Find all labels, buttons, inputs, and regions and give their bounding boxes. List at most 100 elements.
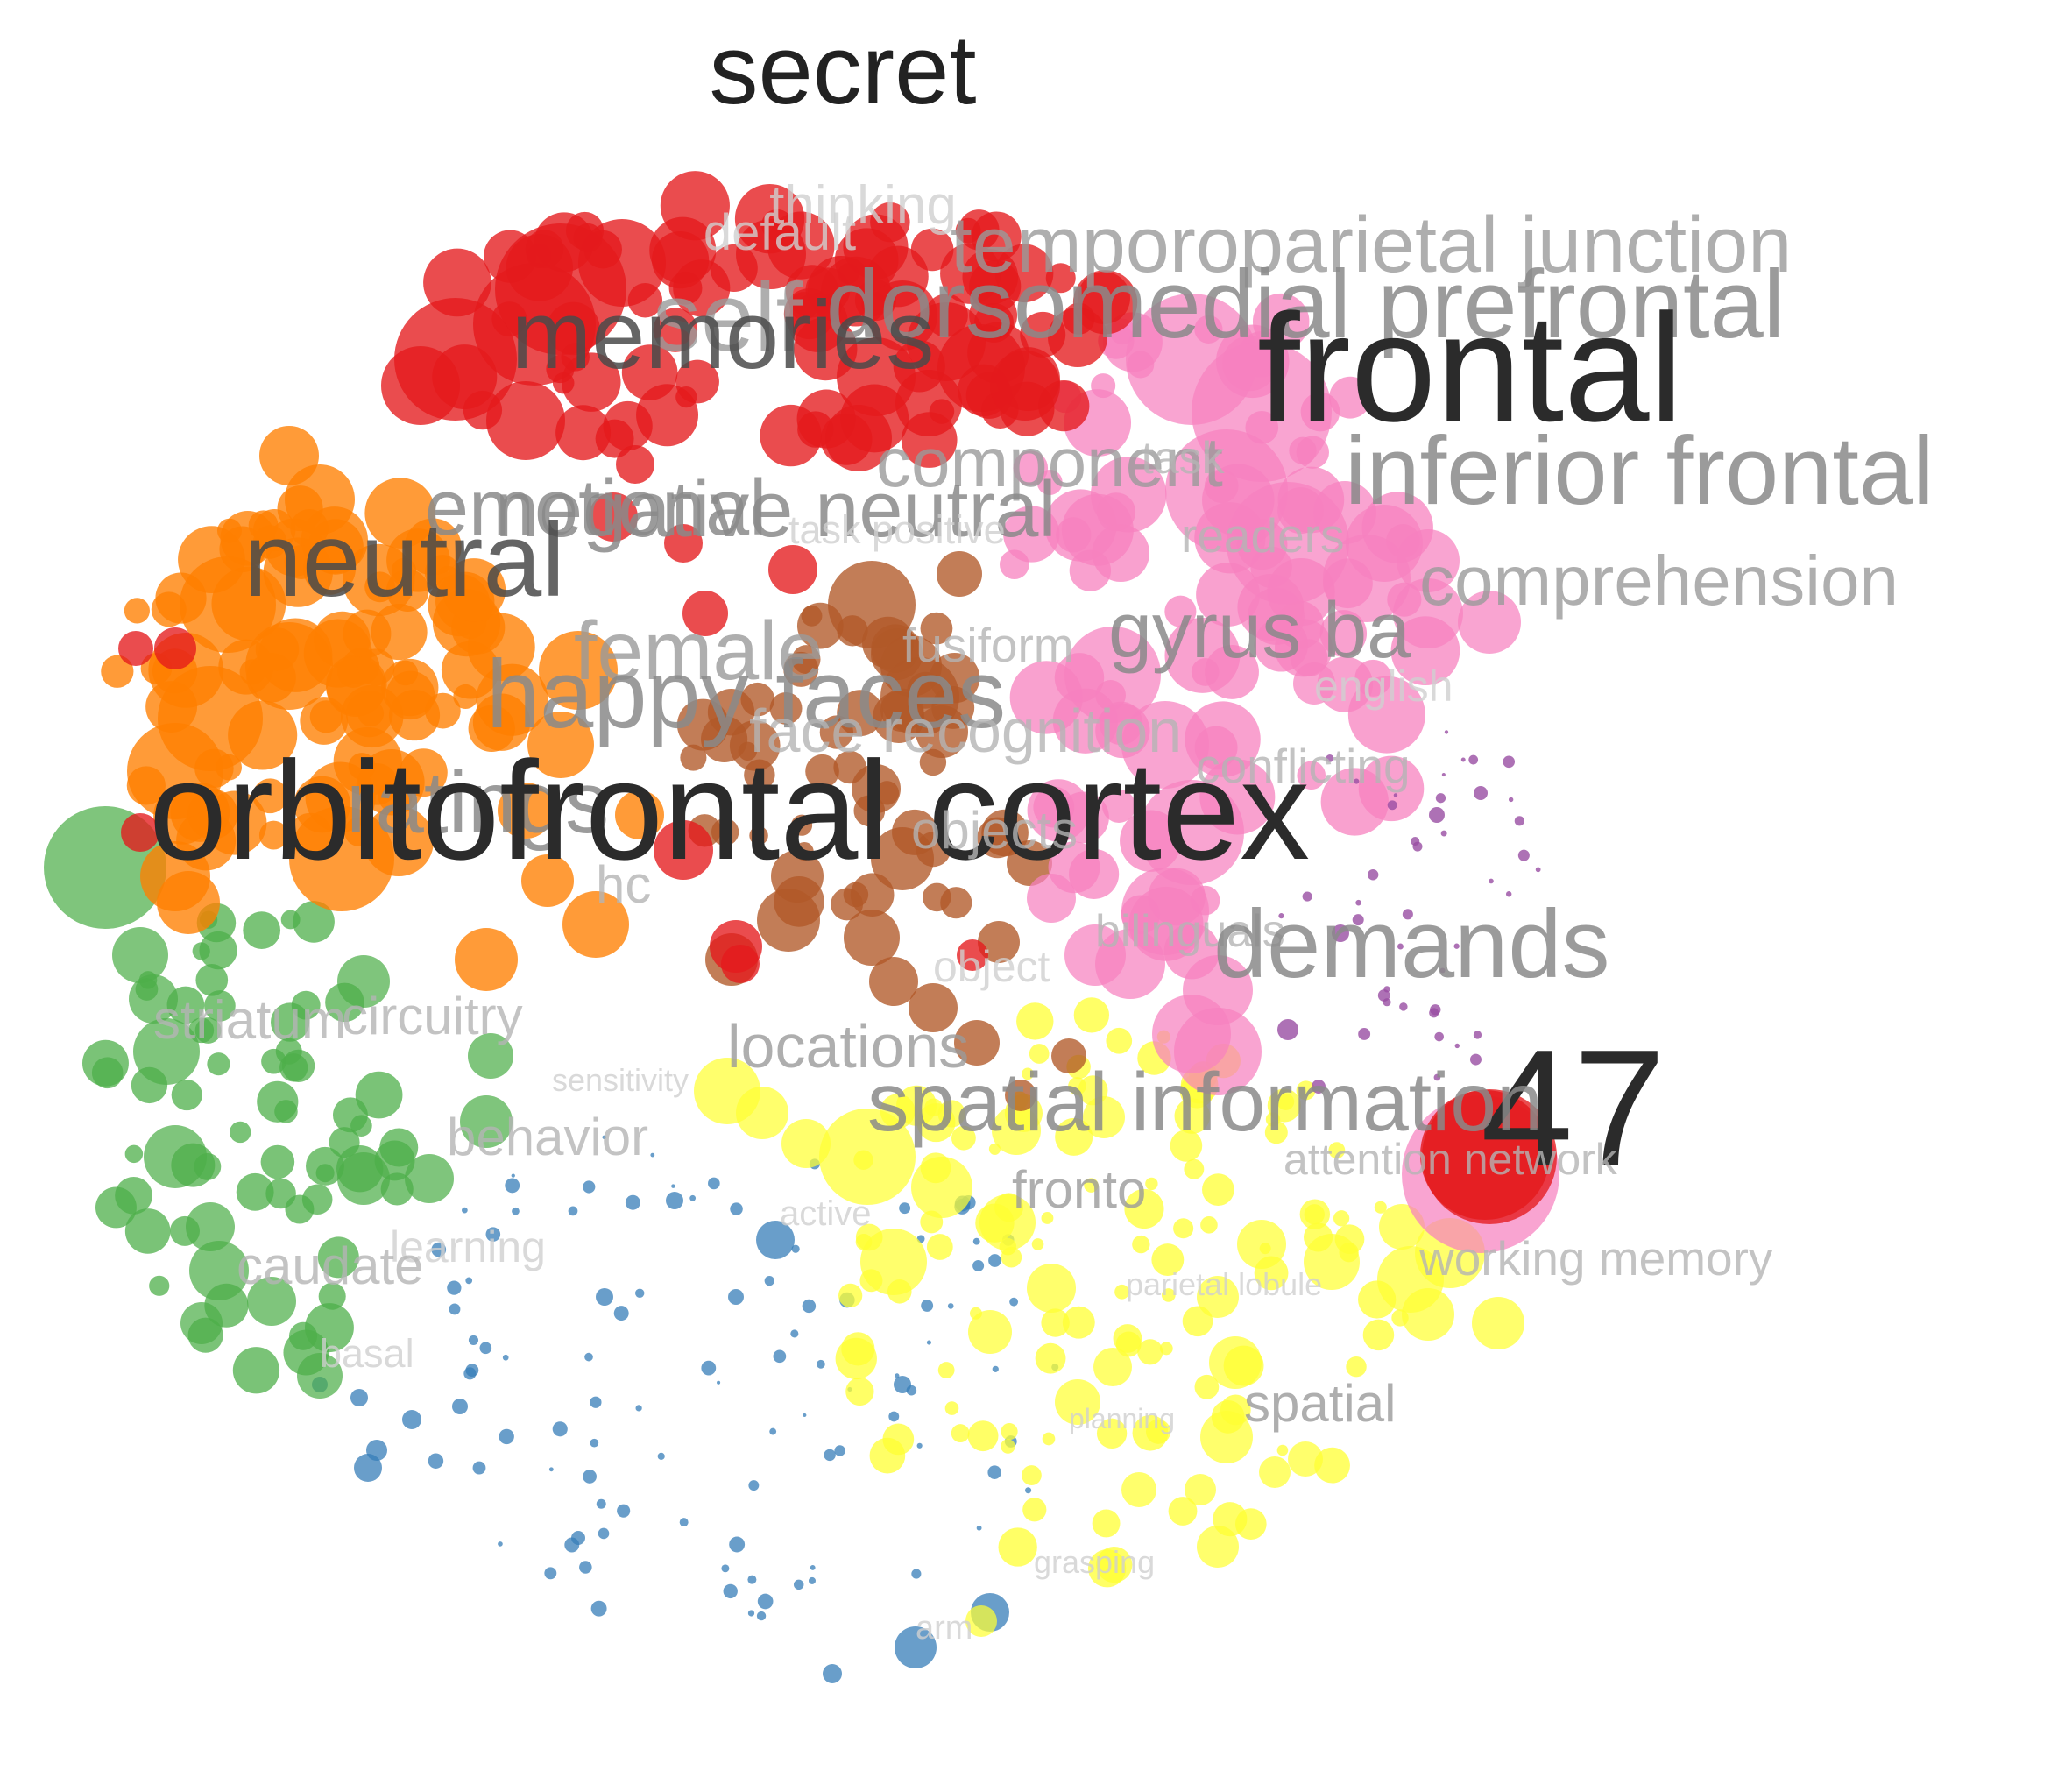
yellow-bubble xyxy=(992,1106,1041,1155)
pink-bubble xyxy=(1293,662,1335,705)
brown-bubble xyxy=(711,818,739,846)
yellow-bubble xyxy=(1029,1044,1050,1064)
purple-bubble xyxy=(1439,967,1446,974)
green-bubble xyxy=(350,1115,372,1137)
brown-bubble xyxy=(1005,1080,1036,1111)
yellow-bubble xyxy=(1276,1093,1295,1111)
green-bubble xyxy=(192,942,210,960)
blue-bubble xyxy=(447,1280,462,1295)
green-bubble xyxy=(265,1178,296,1209)
red-bubble xyxy=(555,405,612,461)
green-bubble xyxy=(468,1033,513,1079)
green-bubble xyxy=(144,1125,207,1188)
blue-bubble xyxy=(730,1202,743,1215)
blue-bubble xyxy=(596,1288,613,1306)
orange-bubble xyxy=(245,622,333,710)
yellow-bubble xyxy=(1328,1142,1346,1159)
blue-bubble xyxy=(921,1300,934,1312)
blue-bubble xyxy=(701,1360,717,1376)
yellow-bubble xyxy=(869,1437,906,1474)
term-label: spatial xyxy=(1244,1374,1396,1433)
yellow-bubble xyxy=(736,1087,788,1139)
pink-bubble xyxy=(1393,578,1463,648)
blue-bubble xyxy=(747,1610,755,1617)
yellow-bubble xyxy=(1200,1411,1253,1463)
yellow-bubble xyxy=(1132,1235,1150,1254)
orange-bubble xyxy=(399,748,448,797)
purple-bubble xyxy=(1503,755,1516,769)
red-bubble xyxy=(990,351,1060,421)
blue-bubble xyxy=(479,1342,492,1355)
blue-bubble xyxy=(571,1531,585,1545)
yellow-bubble xyxy=(1027,1264,1076,1313)
yellow-bubble xyxy=(951,1125,976,1151)
yellow-bubble xyxy=(1168,1497,1198,1526)
brown-bubble xyxy=(791,814,813,836)
pink-bubble xyxy=(1064,924,1126,986)
purple-bubble xyxy=(1358,1027,1371,1040)
orange-bubble xyxy=(333,726,402,797)
brown-bubble xyxy=(837,690,884,737)
purple-bubble xyxy=(1355,899,1361,906)
yellow-bubble xyxy=(1055,1117,1093,1156)
blue-bubble xyxy=(498,1541,503,1547)
green-bubble xyxy=(260,1144,295,1179)
brown-bubble xyxy=(757,889,820,952)
yellow-bubble xyxy=(1042,1432,1056,1446)
brown-bubble xyxy=(828,561,916,648)
yellow-bubble xyxy=(1159,1342,1173,1356)
green-bubble xyxy=(186,1202,235,1251)
blue-bubble xyxy=(947,1303,954,1309)
brown-bubble xyxy=(801,605,823,627)
yellow-bubble xyxy=(1084,1178,1099,1193)
orange-bubble xyxy=(498,783,554,839)
red-bubble xyxy=(721,945,760,983)
pink-bubble xyxy=(1320,768,1389,836)
red-bubble xyxy=(675,386,697,408)
term-label: happy faces xyxy=(486,641,1006,748)
red-bubble xyxy=(1420,1090,1550,1220)
brown-bubble xyxy=(1007,840,1052,886)
purple-bubble xyxy=(1312,1080,1326,1094)
blue-bubble xyxy=(635,1288,645,1298)
blue-bubble xyxy=(366,1440,387,1461)
blue-bubble xyxy=(679,1518,689,1527)
blue-bubble xyxy=(590,1438,599,1448)
purple-bubble xyxy=(1352,914,1364,926)
yellow-bubble xyxy=(845,1377,874,1406)
red-bubble xyxy=(381,346,460,425)
yellow-bubble xyxy=(1161,1288,1176,1302)
green-bubble xyxy=(405,1154,454,1203)
green-bubble xyxy=(149,1275,170,1296)
blue-bubble xyxy=(911,1569,922,1579)
red-bubble xyxy=(603,400,653,451)
red-bubble xyxy=(1048,308,1107,367)
orange-bubble xyxy=(521,854,574,907)
blue-bubble xyxy=(823,1664,842,1683)
green-bubble xyxy=(243,911,281,950)
yellow-bubble xyxy=(1087,1549,1127,1588)
blue-bubble xyxy=(465,1277,473,1285)
blue-bubble xyxy=(926,1340,931,1345)
blue-bubble xyxy=(512,1207,520,1215)
term-label: planning xyxy=(1069,1403,1175,1434)
yellow-bubble xyxy=(1296,1080,1316,1101)
blue-bubble xyxy=(613,1306,629,1321)
blue-bubble xyxy=(976,1525,982,1531)
brown-bubble xyxy=(738,741,757,761)
blue-bubble xyxy=(793,1579,804,1590)
blue-bubble xyxy=(402,1410,421,1429)
yellow-bubble xyxy=(1114,1284,1129,1300)
purple-bubble xyxy=(1433,1073,1441,1081)
yellow-bubble xyxy=(1106,1027,1133,1054)
orange-bubble xyxy=(364,806,434,876)
yellow-bubble xyxy=(1062,1306,1095,1339)
red-bubble xyxy=(616,445,654,484)
green-bubble xyxy=(337,955,390,1008)
blue-bubble xyxy=(552,1421,568,1437)
pink-bubble xyxy=(1354,659,1392,697)
brown-bubble xyxy=(769,691,803,725)
yellow-bubble xyxy=(937,1362,955,1378)
blue-bubble xyxy=(972,1237,980,1245)
